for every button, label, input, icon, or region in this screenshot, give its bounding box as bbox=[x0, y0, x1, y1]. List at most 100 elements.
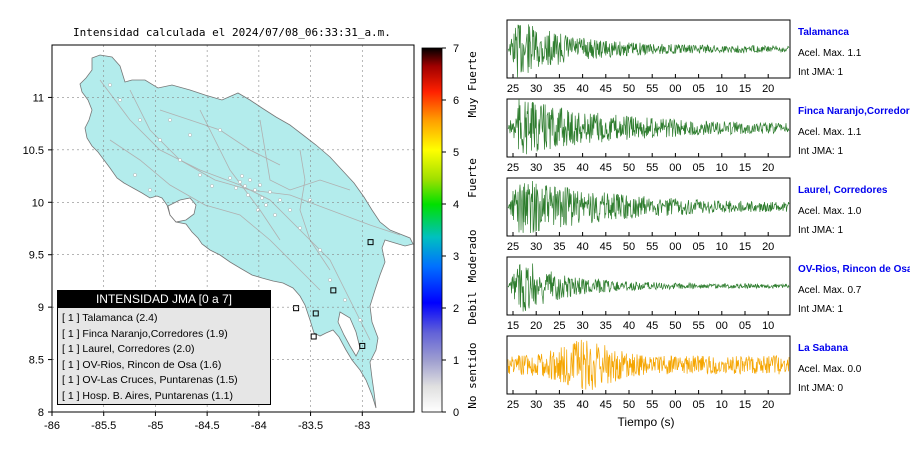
waveform-tick-label: 50 bbox=[623, 399, 635, 411]
town-dot bbox=[260, 196, 264, 200]
waveform-panels: 25 30 35 40 45 50 55 00 05 10 15 20 Talamanca Acel. M… bbox=[506, 19, 910, 429]
waveform-panel: 25 30 35 40 45 50 55 00 05 10 15 20 Finca Naranjo,Co… bbox=[506, 98, 910, 174]
int-jma: Int JMA: 1 bbox=[798, 304, 843, 315]
colorbar-labels: No sentido Debil Moderado Fuerte Muy Fuerte bbox=[466, 51, 479, 408]
waveform-tick-label: 40 bbox=[576, 162, 588, 174]
waveform-tick-label: 25 bbox=[507, 83, 519, 95]
station-marker bbox=[330, 287, 337, 294]
waveform-frame bbox=[506, 177, 791, 237]
waveform-tick-label: 00 bbox=[669, 162, 681, 174]
y-tick-label: 8.5 bbox=[29, 355, 44, 367]
town-dot bbox=[210, 184, 214, 188]
station-name: Finca Naranjo,Corredores bbox=[798, 106, 910, 117]
waveform-tick-label: 30 bbox=[576, 320, 588, 332]
waveform-tick-label: 40 bbox=[576, 399, 588, 411]
town-dot bbox=[278, 198, 282, 202]
waveform-tick-label: 30 bbox=[530, 241, 542, 253]
station-markers bbox=[293, 239, 374, 349]
gulf-water bbox=[167, 197, 197, 223]
waveform-tick-label: 45 bbox=[600, 241, 612, 253]
station-marker bbox=[367, 239, 374, 246]
colorbar-ticks: 0 1 2 3 4 5 6 7 bbox=[442, 43, 459, 419]
waveform-trace bbox=[507, 180, 790, 234]
waveform-tick-label: 20 bbox=[762, 83, 774, 95]
waveform-tick-label: 20 bbox=[762, 399, 774, 411]
waveform-xlabel: Tiempo (s) bbox=[618, 415, 675, 429]
waveform-tick-label: 30 bbox=[530, 83, 542, 95]
y-tick-label: 9.5 bbox=[29, 250, 44, 262]
waveform-tick-label: 35 bbox=[553, 162, 565, 174]
town-dot bbox=[246, 193, 250, 197]
waveform-panel: 25 30 35 40 45 50 55 00 05 10 15 20 La Sabana Acel. M… bbox=[506, 335, 862, 411]
x-tick-label: -83 bbox=[354, 420, 370, 432]
colorbar-tick-label: 6 bbox=[453, 95, 459, 107]
station-legend: INTENSIDAD JMA [0 a 7] [ 1 ] Talamanca (… bbox=[57, 290, 271, 405]
waveform-tick-label: 15 bbox=[739, 83, 751, 95]
int-jma: Int JMA: 1 bbox=[798, 146, 843, 157]
legend-item: [ 1 ] OV-Rios, Rincon de Osa (1.6) bbox=[62, 358, 222, 371]
town-dot bbox=[168, 118, 172, 122]
colorbar-gradient bbox=[421, 47, 443, 413]
waveform-trace bbox=[507, 24, 790, 78]
acel-max: Acel. Max. 0.7 bbox=[798, 285, 862, 296]
waveform-trace bbox=[507, 98, 790, 155]
waveform-tick-label: 45 bbox=[600, 162, 612, 174]
waveform-tick-label: 05 bbox=[692, 83, 704, 95]
waveform-panel: 25 30 35 40 45 50 55 00 05 10 15 20 Talamanca Acel. M… bbox=[506, 19, 862, 95]
waveform-tick-label: 00 bbox=[716, 320, 728, 332]
x-tick-label: -85.5 bbox=[91, 420, 116, 432]
waveform-tick-label: 35 bbox=[600, 320, 612, 332]
waveform-tick-label: 40 bbox=[623, 320, 635, 332]
town-dot bbox=[248, 178, 252, 182]
waveform-tick-label: 55 bbox=[646, 241, 658, 253]
waveform-tick-label: 10 bbox=[716, 162, 728, 174]
waveform-tick-label: 10 bbox=[716, 241, 728, 253]
x-tick-label: -84.5 bbox=[195, 420, 220, 432]
colorbar-tick-label: 4 bbox=[453, 199, 459, 211]
colorbar-tick-label: 2 bbox=[453, 303, 459, 315]
town-dot bbox=[253, 188, 257, 192]
y-tick-label: 10.5 bbox=[23, 145, 44, 157]
station-marker bbox=[293, 305, 300, 312]
colorbar-tick-label: 1 bbox=[453, 355, 459, 367]
town-dot bbox=[133, 173, 137, 177]
town-dot bbox=[218, 128, 222, 132]
colorbar-category-label: Muy Fuerte bbox=[466, 51, 479, 117]
x-tick-label: -84 bbox=[251, 420, 267, 432]
waveform-tick-label: 50 bbox=[623, 162, 635, 174]
waveform-tick-label: 15 bbox=[507, 320, 519, 332]
station-name: OV-Rios, Rincon de Osa bbox=[798, 264, 910, 275]
waveform-tick-label: 45 bbox=[600, 83, 612, 95]
waveform-panel: 25 30 35 40 45 50 55 00 05 10 15 20 Laurel, Corredor… bbox=[506, 177, 888, 253]
map-y-ticks: 11 10.5 10 9.5 9 8.5 8 bbox=[23, 92, 52, 419]
colorbar-category-label: Debil bbox=[466, 291, 479, 324]
town-dot bbox=[343, 298, 347, 302]
waveform-tick-label: 15 bbox=[739, 241, 751, 253]
x-tick-label: -83.5 bbox=[298, 420, 323, 432]
town-dot bbox=[268, 190, 272, 194]
acel-max: Acel. Max. 0.0 bbox=[798, 364, 862, 375]
waveform-tick-label: 40 bbox=[576, 83, 588, 95]
waveform-tick-label: 40 bbox=[576, 241, 588, 253]
town-dot bbox=[138, 118, 142, 122]
legend-item: [ 1 ] Finca Naranjo,Corredores (1.9) bbox=[62, 327, 228, 340]
waveform-tick-label: 35 bbox=[553, 83, 565, 95]
colorbar-tick-label: 5 bbox=[453, 147, 459, 159]
x-tick-label: -86 bbox=[44, 420, 60, 432]
colorbar-tick-label: 3 bbox=[453, 251, 459, 263]
y-tick-label: 10 bbox=[32, 197, 44, 209]
y-tick-label: 9 bbox=[38, 302, 44, 314]
station-name: Talamanca bbox=[798, 27, 849, 38]
town-dot bbox=[318, 248, 322, 252]
legend-title: INTENSIDAD JMA [0 a 7] bbox=[58, 291, 270, 308]
waveform-trace bbox=[507, 339, 790, 390]
waveform-tick-label: 45 bbox=[600, 399, 612, 411]
town-dots bbox=[108, 83, 362, 322]
waveform-tick-label: 55 bbox=[646, 399, 658, 411]
waveform-tick-label: 20 bbox=[530, 320, 542, 332]
waveform-tick-label: 25 bbox=[507, 399, 519, 411]
waveform-tick-label: 10 bbox=[762, 320, 774, 332]
colorbar-tick-label: 0 bbox=[453, 407, 459, 419]
int-jma: Int JMA: 1 bbox=[798, 67, 843, 78]
station-name: Laurel, Corredores bbox=[798, 185, 888, 196]
